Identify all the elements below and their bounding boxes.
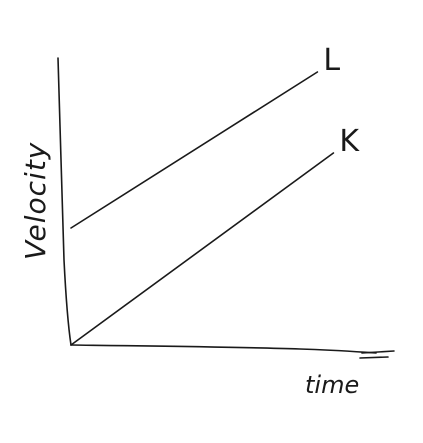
series-line-l	[70, 71, 319, 229]
y-axis-label: Velocity	[19, 142, 52, 260]
series-layer: LK	[70, 43, 360, 346]
y-axis-line	[57, 57, 72, 346]
series-label-k: K	[339, 124, 360, 159]
x-axis-line	[70, 344, 377, 354]
series-label-l: L	[323, 43, 340, 78]
x-axis-label: time	[305, 371, 359, 399]
series-line-k	[70, 152, 335, 346]
x-axis-end-stroke-2	[359, 356, 389, 359]
x-axis-end-stroke-1	[361, 350, 395, 354]
